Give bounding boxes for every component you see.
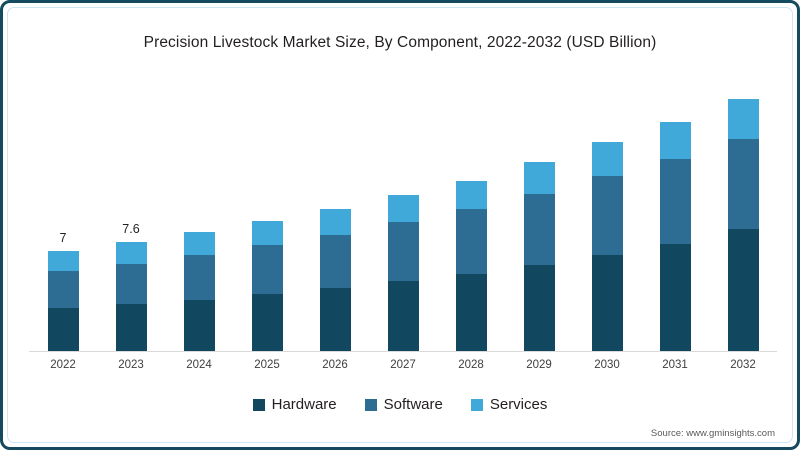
x-tick-2026: 2026 [322,359,348,371]
bar-segment-hardware[interactable] [659,243,691,351]
x-tick-2022: 2022 [50,359,76,371]
bar-group-2030[interactable] [576,73,638,351]
chart-legend: Hardware Software Services [3,396,797,413]
legend-item-hardware[interactable]: Hardware [252,396,337,413]
bar-segment-software[interactable] [591,176,623,256]
plot-area: 7 7.6 [29,73,777,352]
x-tick-2029: 2029 [526,359,552,371]
stacked-bar[interactable] [387,195,419,351]
x-axis-tick-labels: 2022 2023 2024 2025 2026 2027 2028 2029 2030 2031… [29,359,777,371]
stacked-bar[interactable] [251,220,283,351]
bar-segment-hardware[interactable] [115,303,147,351]
bar-segment-hardware[interactable] [319,288,351,351]
bar-segment-hardware[interactable] [523,265,555,351]
x-tick-2025: 2025 [254,359,280,371]
bar-segment-services[interactable] [523,162,555,194]
legend-swatch-icon [364,398,377,411]
bar-segment-software[interactable] [387,222,419,281]
chart-title: Precision Livestock Market Size, By Comp… [143,34,657,51]
bar-segment-software[interactable] [183,255,215,300]
legend-swatch-icon [470,398,483,411]
bar-segment-services[interactable] [727,99,759,140]
stacked-bar[interactable] [659,122,691,351]
bars-container: 7 7.6 [29,73,777,351]
x-tick-2032: 2032 [730,359,756,371]
stacked-bar[interactable] [455,180,487,351]
bar-group-2022[interactable]: 7 [32,73,94,351]
x-tick-2024: 2024 [186,359,212,371]
bar-segment-hardware[interactable] [183,299,215,351]
bar-segment-services[interactable] [47,250,79,271]
legend-label: Services [489,396,548,413]
bar-group-2027[interactable] [372,73,434,351]
stacked-bar[interactable] [183,232,215,351]
bar-segment-hardware[interactable] [47,308,79,351]
bar-group-2032[interactable] [712,73,774,351]
bar-segment-software[interactable] [659,159,691,244]
bar-group-2024[interactable] [168,73,230,351]
bar-group-2026[interactable] [304,73,366,351]
x-tick-2031: 2031 [662,359,688,371]
legend-label: Software [383,396,443,413]
bar-segment-hardware[interactable] [387,280,419,351]
bar-segment-hardware[interactable] [455,273,487,351]
stacked-bar[interactable] [115,242,147,351]
stacked-bar[interactable] [47,250,79,351]
legend-swatch-icon [252,398,265,411]
legend-label: Hardware [271,396,337,413]
bar-segment-software[interactable] [115,263,147,304]
source-attribution: Source: www.gminsights.com [650,428,775,439]
bar-segment-services[interactable] [387,195,419,223]
bar-segment-software[interactable] [727,139,759,230]
bar-segment-software[interactable] [251,245,283,294]
stacked-bar[interactable] [727,99,759,351]
bar-group-2023[interactable]: 7.6 [100,73,162,351]
bar-group-2025[interactable] [236,73,298,351]
bar-group-2028[interactable] [440,73,502,351]
bar-segment-software[interactable] [319,235,351,289]
x-axis-line [29,351,777,352]
bar-segment-services[interactable] [183,232,215,256]
bar-segment-software[interactable] [455,209,487,274]
x-tick-2028: 2028 [458,359,484,371]
stacked-bar[interactable] [591,142,623,351]
bar-value-label: 7.6 [122,222,140,237]
bar-value-label: 7 [59,230,67,245]
bar-segment-services[interactable] [251,220,283,246]
x-tick-2023: 2023 [118,359,144,371]
bar-segment-services[interactable] [659,122,691,160]
bar-segment-hardware[interactable] [251,293,283,351]
bar-segment-services[interactable] [319,209,351,236]
bar-group-2029[interactable] [508,73,570,351]
x-tick-2030: 2030 [594,359,620,371]
stacked-bar[interactable] [319,209,351,351]
bar-segment-software[interactable] [47,270,79,309]
legend-item-services[interactable]: Services [470,396,548,413]
x-tick-2027: 2027 [390,359,416,371]
stacked-bar[interactable] [523,162,555,351]
bar-segment-software[interactable] [523,193,555,266]
bar-segment-hardware[interactable] [727,229,759,351]
bar-segment-services[interactable] [591,142,623,177]
bar-segment-services[interactable] [455,180,487,210]
bar-group-2031[interactable] [644,73,706,351]
legend-item-software[interactable]: Software [364,396,443,413]
bar-segment-hardware[interactable] [591,255,623,351]
bar-segment-services[interactable] [115,242,147,264]
